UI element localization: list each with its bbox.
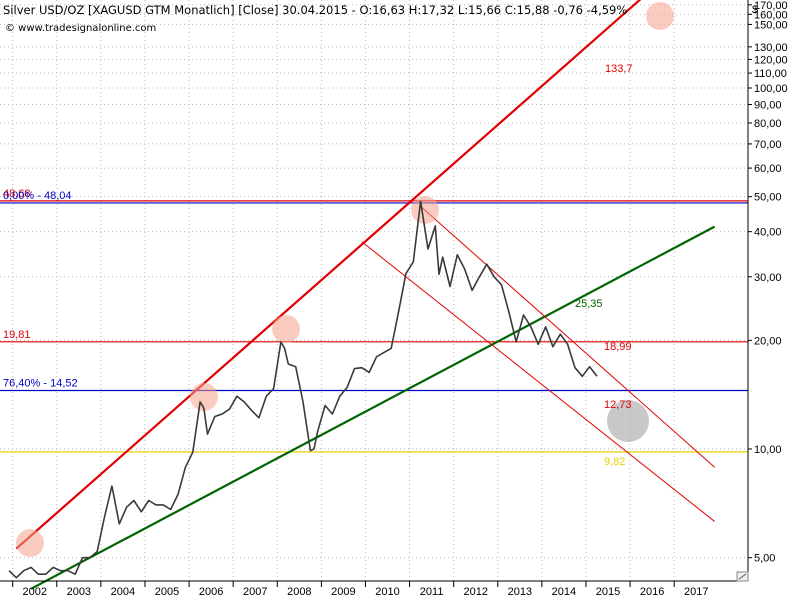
y-tick-label: 130,00 bbox=[754, 42, 788, 54]
trend-label: 25,35 bbox=[575, 298, 603, 310]
x-tick-label: 2015 bbox=[596, 586, 620, 598]
x-tick-label: 2016 bbox=[640, 586, 664, 598]
y-tick-label: 120,00 bbox=[754, 54, 788, 66]
x-tick-label: 2006 bbox=[199, 586, 223, 598]
y-tick-label: 110,00 bbox=[754, 68, 787, 80]
chart-title: Silver USD/OZ [XAGUSD GTM Monatlich] [Cl… bbox=[3, 3, 627, 17]
touch-marker bbox=[646, 2, 674, 30]
y-tick-label: 60,00 bbox=[754, 163, 782, 175]
x-tick-label: 2017 bbox=[684, 586, 708, 598]
level-label: 48,68 bbox=[3, 188, 31, 200]
price-series bbox=[8, 200, 598, 579]
y-tick-label: 70,00 bbox=[754, 139, 782, 151]
scroll-handle[interactable] bbox=[736, 571, 749, 582]
level-label: 9,82 bbox=[604, 456, 625, 468]
touch-marker bbox=[190, 383, 218, 411]
y-tick-label: 170,00 bbox=[754, 0, 788, 12]
annotation-label: 12,73 bbox=[604, 399, 632, 411]
trend-line bbox=[30, 225, 716, 590]
x-tick-label: 2002 bbox=[22, 586, 46, 598]
y-tick-label: 150,00 bbox=[754, 19, 788, 31]
y-tick-label: 100,00 bbox=[754, 83, 788, 95]
projection-marker bbox=[607, 400, 649, 442]
trend-label: 133,7 bbox=[605, 63, 633, 75]
y-tick-label: 10,00 bbox=[754, 444, 782, 456]
x-tick-label: 2007 bbox=[243, 586, 267, 598]
x-tick-label: 2010 bbox=[375, 586, 399, 598]
x-tick-label: 2014 bbox=[552, 586, 576, 598]
x-tick-label: 2005 bbox=[155, 586, 179, 598]
touch-marker bbox=[16, 529, 44, 557]
y-tick-label: 90,00 bbox=[754, 100, 782, 112]
channel-line bbox=[361, 241, 715, 522]
level-label: 0,00% - 48,04 bbox=[3, 190, 72, 202]
annotation-label: 18,99 bbox=[604, 341, 632, 353]
x-axis: 2002 2003 2004 2005 2006 2007 2008 2009 2010 2011… bbox=[12, 581, 708, 598]
source-url: © www.tradesignalonline.com bbox=[5, 23, 156, 34]
grid bbox=[0, 0, 748, 581]
trend-line bbox=[15, 0, 642, 550]
level-label: 76,40% - 14,52 bbox=[3, 378, 78, 390]
currency-label: $ bbox=[752, 4, 758, 16]
x-tick-label: 2011 bbox=[420, 586, 444, 598]
x-tick-label: 2009 bbox=[331, 586, 355, 598]
x-tick-label: 2004 bbox=[111, 586, 135, 598]
touch-marker bbox=[411, 196, 439, 224]
price-line bbox=[8, 200, 598, 579]
y-tick-label: 50,00 bbox=[754, 192, 782, 204]
y-tick-label: 160,00 bbox=[754, 9, 788, 21]
y-tick-label: 5,00 bbox=[754, 553, 775, 565]
y-tick-label: 20,00 bbox=[754, 335, 782, 347]
channel-line bbox=[420, 205, 715, 468]
x-tick-label: 2003 bbox=[67, 586, 91, 598]
y-tick-label: 40,00 bbox=[754, 227, 782, 239]
level-labels: 48,680,00% - 48,04 19,81 76,40% - 14,52 9,8… bbox=[3, 63, 633, 468]
trend-lines bbox=[15, 0, 716, 590]
x-tick-label: 2013 bbox=[508, 586, 532, 598]
y-tick-label: 30,00 bbox=[754, 272, 782, 284]
touch-markers bbox=[16, 2, 674, 557]
y-tick-label: 80,00 bbox=[754, 118, 782, 130]
x-tick-label: 2012 bbox=[463, 586, 487, 598]
x-tick-label: 2008 bbox=[287, 586, 311, 598]
touch-marker bbox=[272, 315, 300, 343]
level-label: 19,81 bbox=[3, 329, 31, 341]
